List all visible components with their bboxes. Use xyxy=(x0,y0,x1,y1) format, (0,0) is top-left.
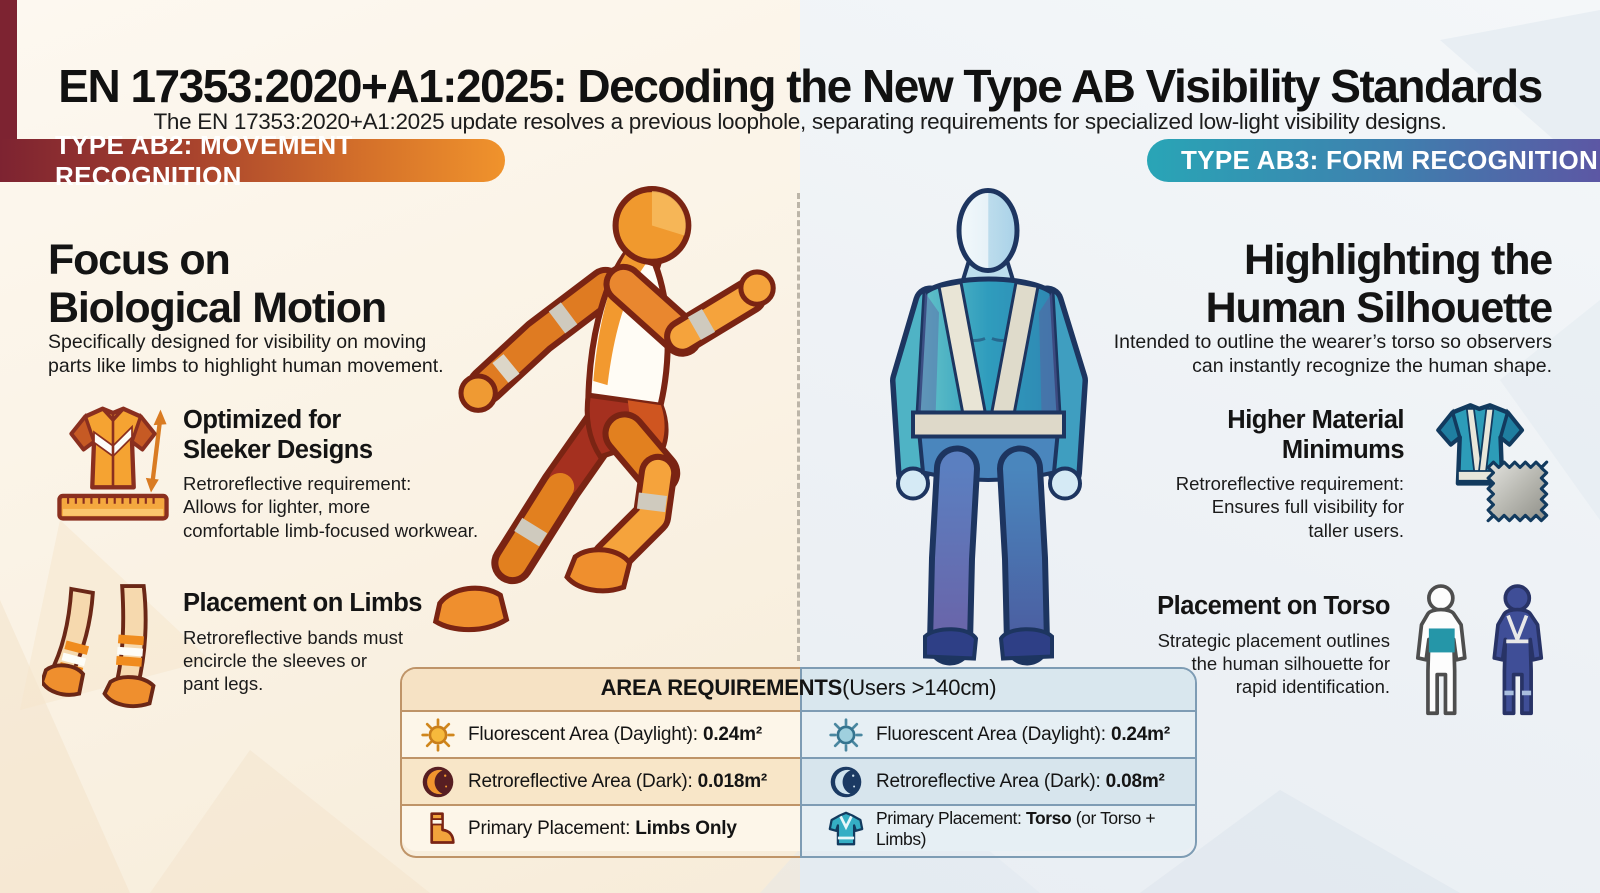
table-row: Fluorescent Area (Daylight): 0.24m² xyxy=(402,710,800,757)
feature-body: Retroreflective bands must encircle the … xyxy=(183,626,404,695)
feature-body: Retroreflective requirement: Allows for … xyxy=(183,473,479,541)
left-section-heading: Focus on Biological Motion xyxy=(48,235,387,332)
table-row: Primary Placement: Limbs Only xyxy=(402,804,800,851)
table-row: Retroreflective Area (Dark): 0.08m² xyxy=(802,757,1195,804)
feature-title: Optimized for Sleeker Designs xyxy=(183,406,373,464)
sun-icon xyxy=(421,717,455,752)
row-text: Fluorescent Area (Daylight): 0.24m² xyxy=(468,723,762,745)
page-title: EN 17353:2020+A1:2025: Decoding the New … xyxy=(58,59,1543,112)
table-left-column: Fluorescent Area (Daylight): 0.24m² Retr… xyxy=(400,667,800,858)
runner-illustration xyxy=(432,186,776,633)
row-text: Retroreflective Area (Dark): 0.018m² xyxy=(468,770,768,792)
table-right-column: Fluorescent Area (Daylight): 0.24m² Retr… xyxy=(800,667,1197,858)
table-title: AREA REQUIREMENTS (Users >140cm) xyxy=(600,674,997,700)
feature-placement-limbs: Placement on Limbs Retroreflective bands… xyxy=(183,589,483,695)
feature-title: Higher Material Minimums xyxy=(1227,406,1404,464)
center-dashed-divider xyxy=(797,193,800,661)
feature-body: Strategic placement outlines the human s… xyxy=(1157,629,1390,698)
left-section-description: Specifically designed for visibility on … xyxy=(48,330,444,378)
area-requirements-table: Fluorescent Area (Daylight): 0.24m² Retr… xyxy=(400,667,1197,858)
moon-icon xyxy=(830,766,862,797)
jacket-swatch-icon xyxy=(1436,403,1549,523)
type-ab3-banner: TYPE AB3: FORM RECOGNITION xyxy=(1147,139,1600,182)
feature-material-minimums: Higher Material Minimums Retroreflective… xyxy=(1104,406,1405,542)
feature-placement-torso: Placement on Torso Strategic placement o… xyxy=(1090,592,1390,698)
table-row: Primary Placement: Torso (or Torso + Lim… xyxy=(802,804,1195,851)
boot-icon xyxy=(430,811,455,844)
feature-body: Retroreflective requirement: Ensures ful… xyxy=(1175,473,1404,541)
corner-accent-bar xyxy=(0,0,17,141)
table-header-right-bg xyxy=(802,669,1195,710)
feature-title: Placement on Torso xyxy=(1157,592,1390,620)
type-ab3-banner-label: TYPE AB3: FORM RECOGNITION xyxy=(1181,145,1599,175)
legs-bands-icon xyxy=(42,584,156,708)
type-ab2-banner-label: TYPE AB2: MOVEMENT RECOGNITION xyxy=(55,129,353,191)
row-text: Primary Placement: Limbs Only xyxy=(468,817,737,839)
moon-icon xyxy=(422,766,454,797)
jacket-ruler-icon xyxy=(57,406,169,521)
shirt-icon xyxy=(828,811,864,845)
torso-silhouettes-icon xyxy=(1415,584,1544,716)
feature-sleeker-designs: Optimized for Sleeker Designs Retrorefle… xyxy=(183,406,483,542)
table-row: Retroreflective Area (Dark): 0.018m² xyxy=(402,757,800,804)
row-text: Primary Placement: Torso (or Torso + Lim… xyxy=(876,807,1156,849)
row-text: Fluorescent Area (Daylight): 0.24m² xyxy=(876,723,1170,745)
table-header-left-bg xyxy=(402,669,800,710)
sun-icon xyxy=(829,717,863,752)
right-section-heading: Highlighting the Human Silhouette xyxy=(1205,235,1554,332)
type-ab2-banner: TYPE AB2: MOVEMENT RECOGNITION xyxy=(0,130,505,191)
standing-figure-illustration xyxy=(890,188,1088,666)
right-section-description: Intended to outline the wearer’s torso s… xyxy=(1113,330,1552,378)
row-text: Retroreflective Area (Dark): 0.08m² xyxy=(876,770,1165,792)
page-subtitle: The EN 17353:2020+A1:2025 update resolve… xyxy=(153,108,1447,134)
table-row: Fluorescent Area (Daylight): 0.24m² xyxy=(802,710,1195,757)
feature-title: Placement on Limbs xyxy=(183,589,422,617)
